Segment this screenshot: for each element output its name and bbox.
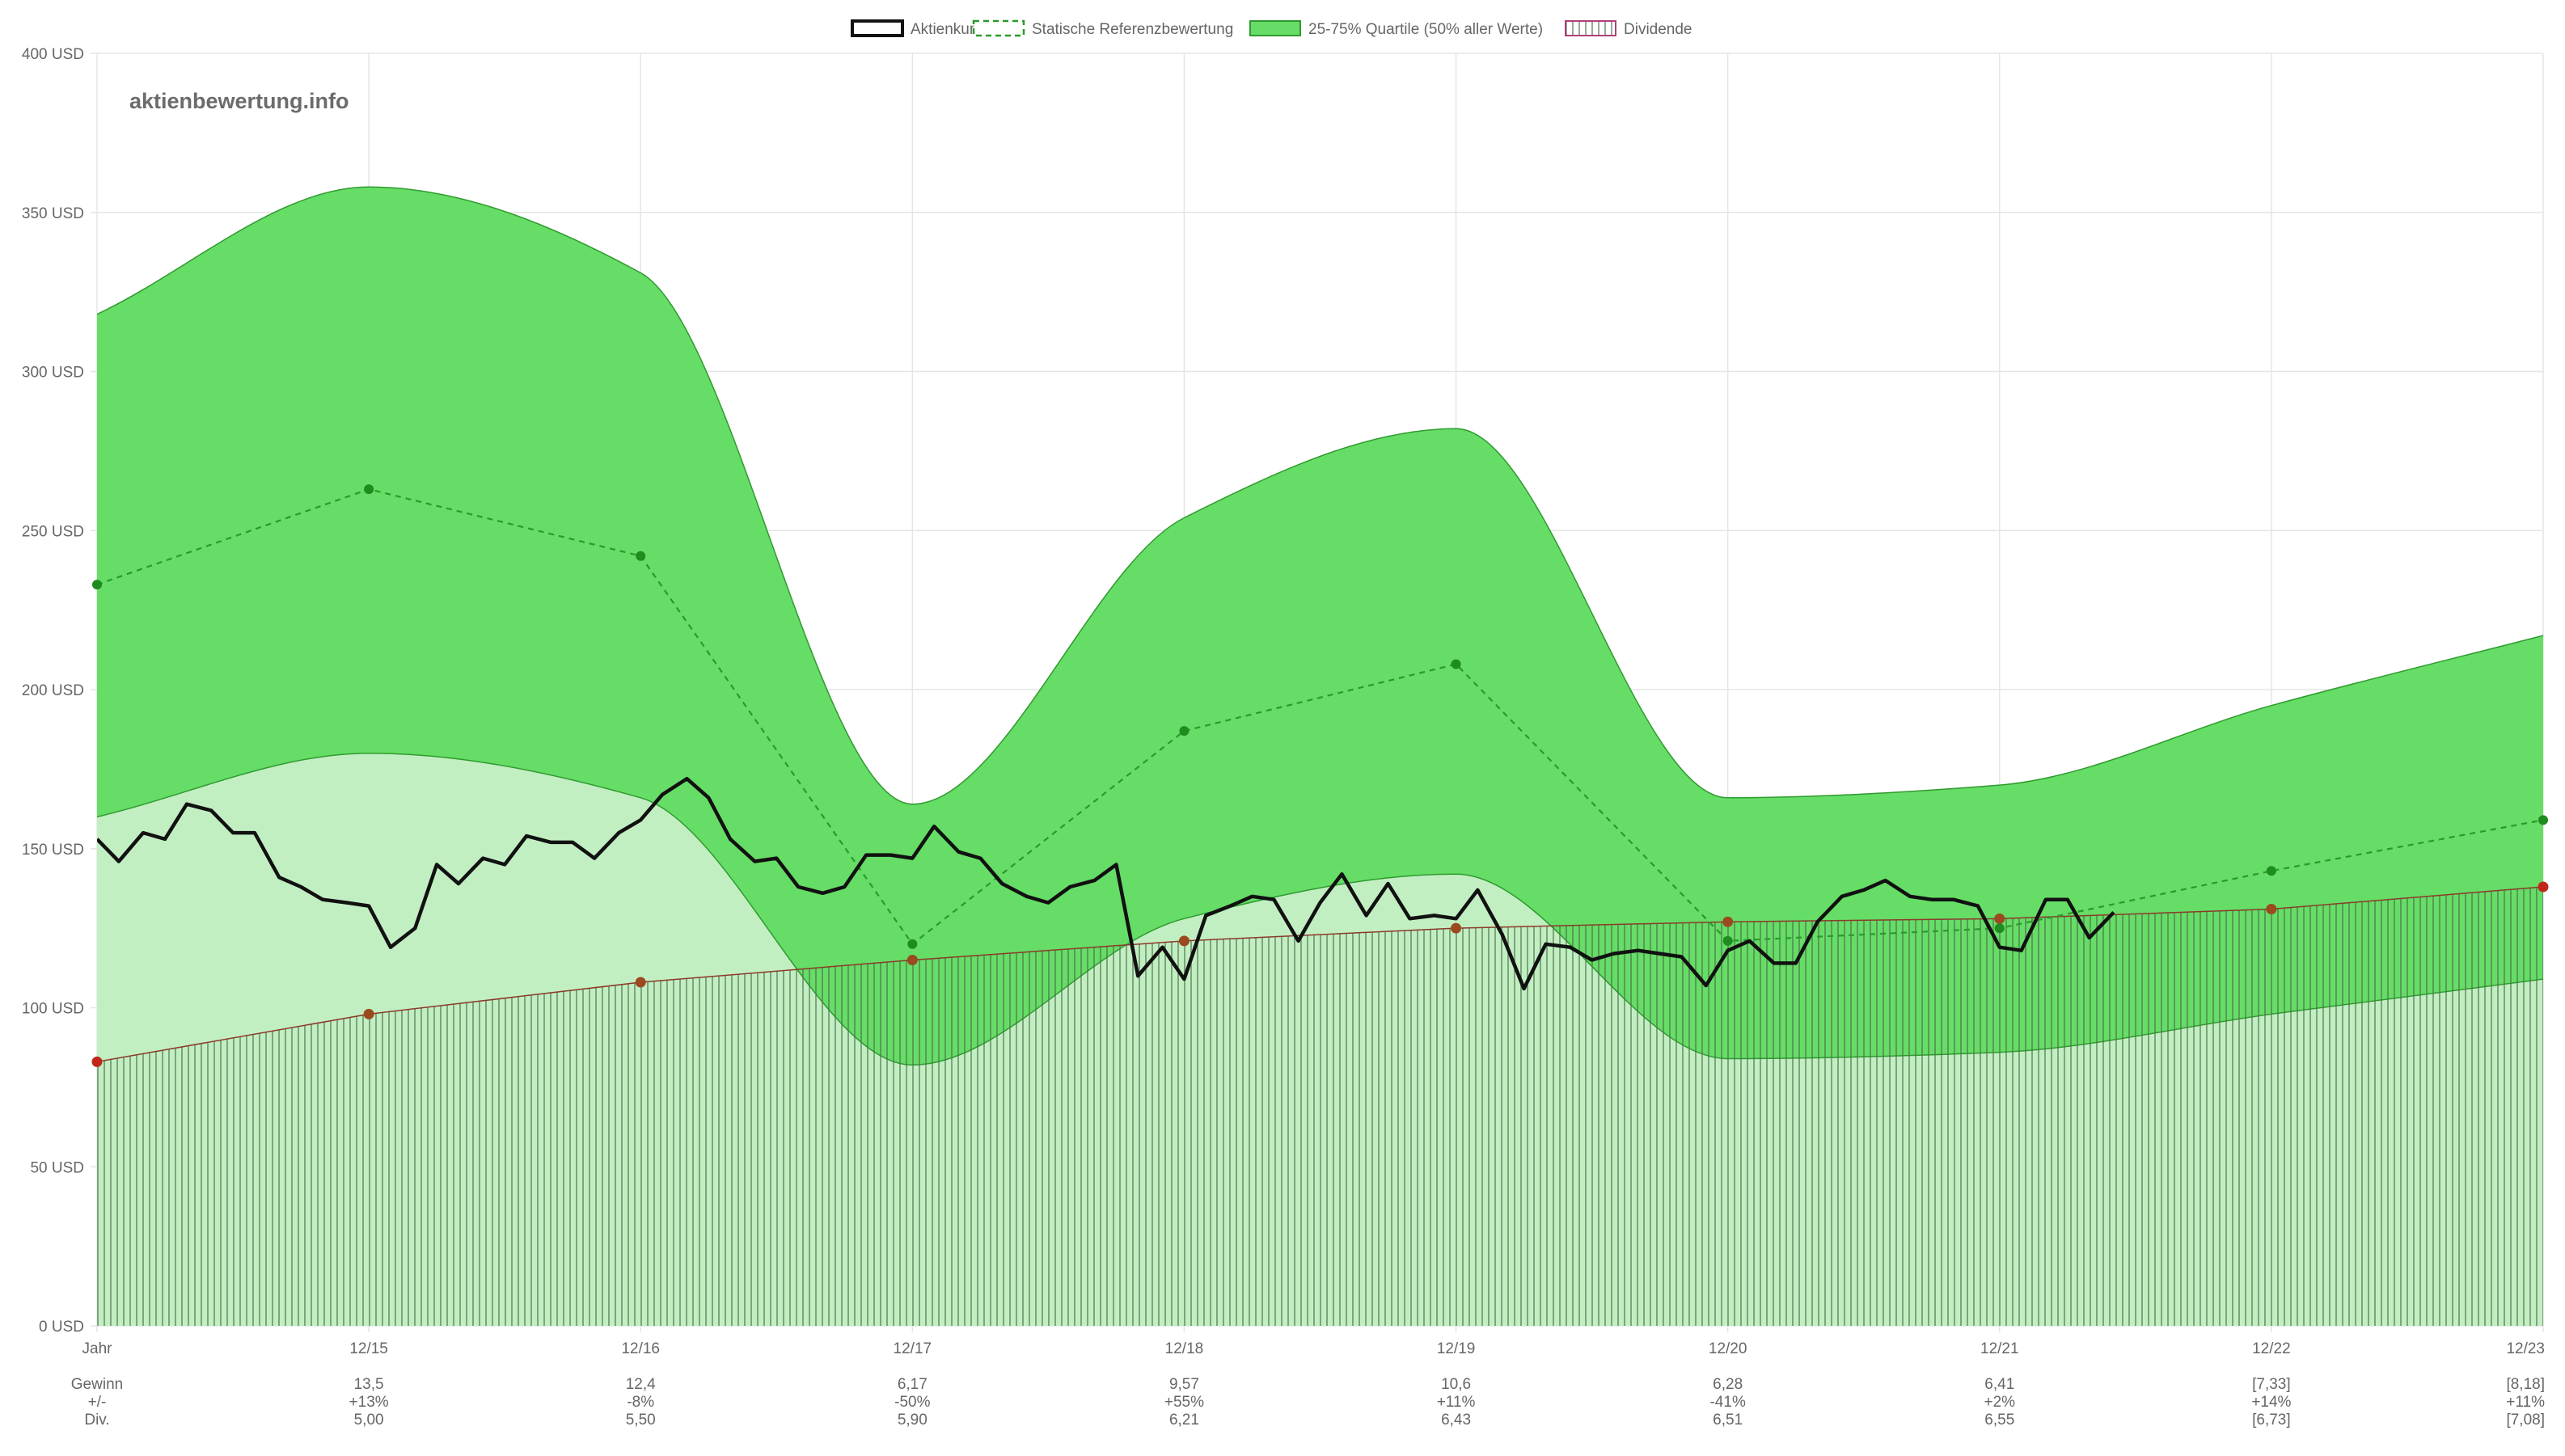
dividend-line [97,886,2544,1063]
legend-label: Statische Referenzbewertung [1032,21,1233,38]
x-tick-label: 12/20 [1709,1340,1747,1357]
reference-point [636,551,646,561]
x-tick-label: 12/19 [1437,1340,1476,1357]
table-cell: 10,6 [1441,1376,1471,1393]
table-cell: 5,90 [898,1412,928,1429]
table-cell: 6,28 [1713,1376,1743,1393]
table-cell: 9,57 [1169,1376,1199,1393]
reference-point [1722,935,1733,946]
legend-item: Aktienkurs [851,19,982,38]
table-cell: 6,21 [1169,1412,1199,1429]
table-cell: [7,08] [2506,1412,2545,1429]
legend-swatch-reference [972,19,1025,37]
x-tick-label: 12/17 [894,1340,932,1357]
dividend-point [91,1056,103,1067]
table-cell: [8,18] [2506,1376,2545,1393]
legend-item: Dividende [1565,20,1692,38]
table-cell: 6,55 [1984,1412,2014,1429]
table-cell: +11% [2506,1394,2545,1411]
y-tick-label: 400 USD [22,46,84,63]
table-row-label: Div. [84,1412,109,1429]
x-tick-label: 12/18 [1165,1340,1204,1357]
legend-label: 25-75% Quartile (50% aller Werte) [1308,21,1543,38]
table-cell: [6,73] [2252,1412,2291,1429]
x-tick-label: 12/15 [349,1340,388,1357]
table-cell: +55% [1164,1394,1204,1411]
table-cell: 5,00 [354,1412,384,1429]
x-tick-label: 12/23 [2506,1340,2545,1357]
watermark-text: aktienbewertung.info [129,89,349,113]
quartile-band [97,187,2543,1066]
table-cell: 5,50 [626,1412,656,1429]
legend-item: 25-75% Quartile (50% aller Werte) [1249,20,1543,38]
table-cell: [7,33] [2252,1376,2291,1393]
table-cell: +11% [1437,1394,1476,1411]
dividend-point [1722,916,1734,927]
y-tick-label: 0 USD [39,1319,84,1336]
fundamentals-table: Gewinn 13,5 12,4 6,17 9,57 10,6 6,28 6,41 [7,33]… [71,1376,2545,1429]
dividend-point [363,1008,374,1019]
dividend-point [1994,913,2005,924]
table-cell: 6,41 [1984,1376,2014,1393]
dividend-point [2266,904,2277,915]
reference-point [907,939,918,949]
legend-swatch-dividend [1565,20,1616,36]
y-tick-label: 150 USD [22,842,84,859]
stock-price-line [97,776,2115,991]
dividend-point [1451,922,1462,934]
dividend-point [1178,935,1190,947]
plot-area [97,186,2544,1326]
reference-point [2538,815,2548,825]
dividend-point [2538,881,2549,893]
table-cell: -8% [627,1394,654,1411]
data-points [91,484,2549,1067]
dividend-point [906,954,918,965]
x-tick-label: 12/22 [2252,1340,2291,1357]
x-tick-label: 12/21 [1980,1340,2019,1357]
y-axis-labels: 0 USD 50 USD 100 USD 150 USD 200 USD 250 USD 3… [22,46,84,1336]
table-cell: +14% [2251,1394,2291,1411]
table-cell: +13% [349,1394,389,1411]
reference-point [92,580,102,590]
legend-item: Statische Referenzbewertung [972,19,1233,38]
legend-label: Aktienkurs [911,21,982,38]
reference-point [1994,923,2005,934]
y-tick-label: 250 USD [22,523,84,540]
legend-swatch-quartile [1249,20,1301,36]
dividend-area [97,886,2543,1326]
table-row-label: Gewinn [71,1376,123,1393]
legend-label: Dividende [1624,21,1692,38]
y-tick-label: 350 USD [22,205,84,222]
reference-point [364,484,374,495]
reference-point [2266,866,2276,876]
y-tick-label: 300 USD [22,365,84,382]
table-cell: 13,5 [354,1376,384,1393]
legend-swatch-stock [851,19,904,37]
reference-point [1451,659,1461,669]
table-cell: +2% [1984,1394,2015,1411]
table-cell: 6,17 [898,1376,928,1393]
x-tick-label: Jahr [82,1340,113,1357]
table-cell: -41% [1709,1394,1745,1411]
x-axis-labels: Jahr 12/15 12/16 12/17 12/18 12/19 12/20 12/21 1… [82,1340,2545,1357]
reference-point [1179,726,1190,736]
table-cell: 12,4 [626,1376,656,1393]
quartile-upper-line [97,186,2544,805]
legend: Aktienkurs Statische Referenzbewertung 25-… [851,19,1692,38]
table-cell: -50% [894,1394,930,1411]
reference-valuation-line [97,487,2544,946]
y-tick-label: 200 USD [22,682,84,699]
dividend-point [635,977,646,988]
x-tick-label: 12/16 [621,1340,660,1357]
table-row-label: +/- [88,1394,107,1411]
table-cell: 6,43 [1441,1412,1471,1429]
y-tick-label: 50 USD [30,1159,84,1176]
y-tick-label: 100 USD [22,1001,84,1018]
table-cell: 6,51 [1713,1412,1743,1429]
